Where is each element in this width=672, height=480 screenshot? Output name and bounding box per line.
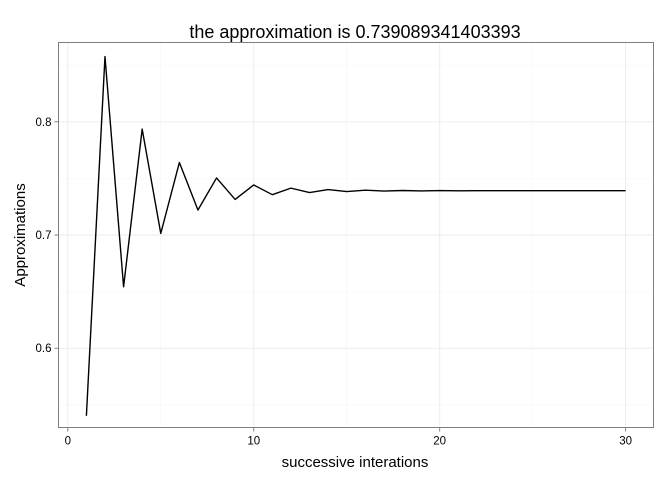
x-tick-label: 0 xyxy=(65,436,71,448)
chart-title: the approximation is 0.739089341403393 xyxy=(189,22,520,42)
x-axis-title: successive interations xyxy=(282,454,429,471)
y-axis-ticks: 0.6 0.7 0.8 xyxy=(36,117,59,355)
y-tick-label: 0.6 xyxy=(36,343,52,355)
x-tick-label: 20 xyxy=(433,436,446,448)
y-axis-title: Approximations xyxy=(12,183,29,286)
minor-grid xyxy=(58,42,654,428)
x-tick-label: 10 xyxy=(247,436,260,448)
x-tick-label: 30 xyxy=(619,436,632,448)
y-tick-label: 0.7 xyxy=(36,230,52,242)
y-tick-label: 0.8 xyxy=(36,117,52,129)
major-grid xyxy=(58,42,654,428)
series-line xyxy=(85,55,626,416)
x-axis-ticks: 0 10 20 30 xyxy=(65,427,632,448)
series-layer xyxy=(85,55,626,416)
